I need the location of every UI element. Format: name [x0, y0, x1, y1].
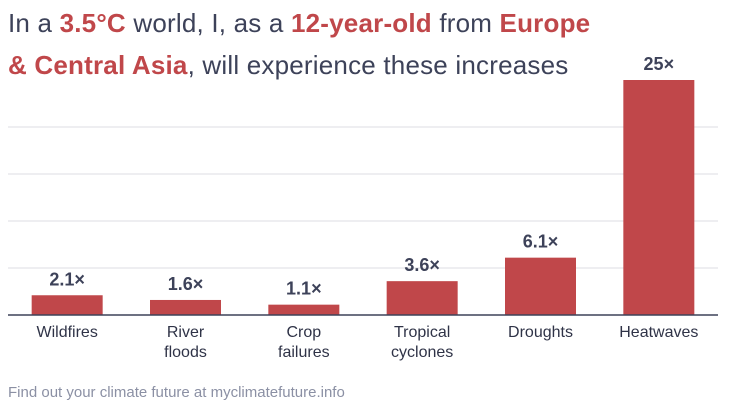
bar-1: [150, 299, 221, 315]
title-text-4: , will experience these increases: [187, 50, 569, 80]
data-label-3: 3.6×: [404, 255, 440, 275]
bar-4: [505, 257, 576, 315]
title-highlight-region: Europe & Central Asia: [8, 8, 591, 80]
title-text-1: In a: [8, 8, 60, 38]
title-highlight-age: 12-year-old: [290, 8, 432, 38]
data-label-2: 1.1×: [286, 279, 322, 299]
data-label-5: 25×: [644, 54, 675, 74]
category-label-3-line-2: cyclones: [391, 344, 453, 361]
chart-title: In a 3.5°C world, I, as a 12-year-old fr…: [8, 2, 608, 86]
title-highlight-temperature: 3.5°C: [59, 8, 126, 38]
category-label-1-line-2: floods: [164, 344, 207, 361]
data-label-4: 6.1×: [523, 232, 559, 252]
title-text-2: world, I, as a: [125, 8, 291, 38]
bar-0: [31, 295, 103, 315]
category-label-2-line-2: failures: [278, 344, 330, 361]
bar-5: [623, 80, 695, 315]
data-label-1: 1.6×: [168, 274, 204, 294]
category-label-3: Tropical: [394, 324, 450, 341]
category-label-0: Wildfires: [36, 324, 97, 341]
title-text-3: from: [431, 8, 500, 38]
category-label-4: Droughts: [508, 324, 573, 341]
footer-source-note: Find out your climate future at myclimat…: [8, 384, 345, 401]
category-label-5: Heatwaves: [619, 324, 698, 341]
bar-3: [386, 281, 458, 315]
category-label-2: Crop: [286, 324, 321, 341]
bar-2: [268, 304, 340, 315]
category-label-1: River: [167, 324, 205, 341]
data-label-0: 2.1×: [49, 269, 85, 289]
